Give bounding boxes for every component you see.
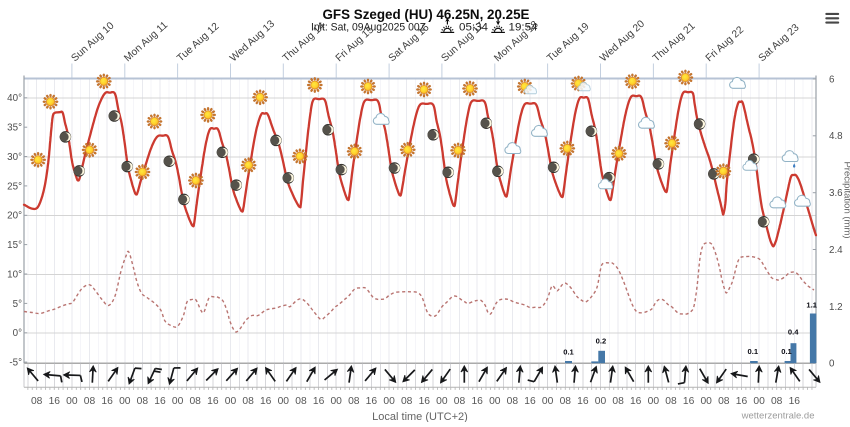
svg-text:00: 00 [489, 396, 501, 407]
svg-text:16: 16 [789, 396, 801, 407]
svg-text:1.1: 1.1 [806, 300, 817, 309]
svg-text:16: 16 [471, 396, 483, 407]
svg-text:-5°: -5° [9, 358, 22, 369]
svg-text:Local time (UTC+2): Local time (UTC+2) [372, 411, 468, 422]
svg-text:16: 16 [524, 396, 536, 407]
svg-text:16: 16 [577, 396, 589, 407]
svg-text:0: 0 [829, 359, 835, 370]
svg-text:08: 08 [612, 396, 624, 407]
svg-text:08: 08 [665, 396, 677, 407]
svg-text:25°: 25° [7, 181, 22, 192]
svg-text:16: 16 [207, 396, 219, 407]
svg-text:08: 08 [31, 396, 43, 407]
svg-text:0.1: 0.1 [781, 347, 792, 356]
svg-text:16: 16 [630, 396, 642, 407]
svg-text:Precipitation (mm): Precipitation (mm) [842, 161, 850, 238]
svg-text:08: 08 [401, 396, 413, 407]
svg-text:08: 08 [189, 396, 201, 407]
svg-text:08: 08 [718, 396, 730, 407]
svg-text:00: 00 [225, 396, 237, 407]
svg-text:15°: 15° [7, 240, 22, 251]
svg-text:35°: 35° [7, 123, 22, 134]
svg-text:0.4: 0.4 [788, 328, 799, 337]
svg-text:40°: 40° [7, 93, 22, 104]
svg-text:08: 08 [295, 396, 307, 407]
svg-text:16: 16 [101, 396, 113, 407]
svg-text:2.4: 2.4 [829, 245, 843, 256]
svg-text:10°: 10° [7, 269, 22, 280]
svg-text:00: 00 [330, 396, 342, 407]
svg-text:16: 16 [736, 396, 748, 407]
svg-text:0.1: 0.1 [748, 347, 759, 356]
svg-text:08: 08 [137, 396, 149, 407]
svg-text:30°: 30° [7, 152, 22, 163]
svg-text:0.1: 0.1 [563, 348, 574, 357]
svg-text:0°: 0° [13, 328, 22, 339]
svg-text:16: 16 [154, 396, 166, 407]
svg-text:00: 00 [595, 396, 607, 407]
svg-text:16: 16 [419, 396, 431, 407]
svg-text:0.2: 0.2 [596, 337, 607, 346]
svg-text:3.6: 3.6 [829, 188, 843, 199]
svg-text:16: 16 [49, 396, 61, 407]
svg-text:00: 00 [753, 396, 765, 407]
svg-text:08: 08 [771, 396, 783, 407]
svg-text:16: 16 [313, 396, 325, 407]
svg-text:5°: 5° [13, 299, 22, 310]
svg-text:08: 08 [348, 396, 360, 407]
svg-text:00: 00 [648, 396, 660, 407]
svg-text:00: 00 [383, 396, 395, 407]
svg-text:00: 00 [700, 396, 712, 407]
svg-text:16: 16 [260, 396, 272, 407]
svg-text:08: 08 [507, 396, 519, 407]
svg-text:16: 16 [366, 396, 378, 407]
svg-text:4.8: 4.8 [829, 131, 843, 142]
svg-text:wetterzentrale.de: wetterzentrale.de [741, 411, 815, 422]
svg-text:08: 08 [454, 396, 466, 407]
svg-text:00: 00 [172, 396, 184, 407]
svg-text:00: 00 [66, 396, 78, 407]
svg-text:08: 08 [84, 396, 96, 407]
svg-text:20°: 20° [7, 211, 22, 222]
svg-text:08: 08 [242, 396, 254, 407]
svg-text:00: 00 [436, 396, 448, 407]
svg-text:1.2: 1.2 [829, 302, 843, 313]
svg-text:6: 6 [829, 74, 835, 85]
svg-text:08: 08 [560, 396, 572, 407]
svg-text:00: 00 [119, 396, 131, 407]
svg-text:00: 00 [542, 396, 554, 407]
svg-text:16: 16 [683, 396, 695, 407]
svg-text:00: 00 [278, 396, 290, 407]
